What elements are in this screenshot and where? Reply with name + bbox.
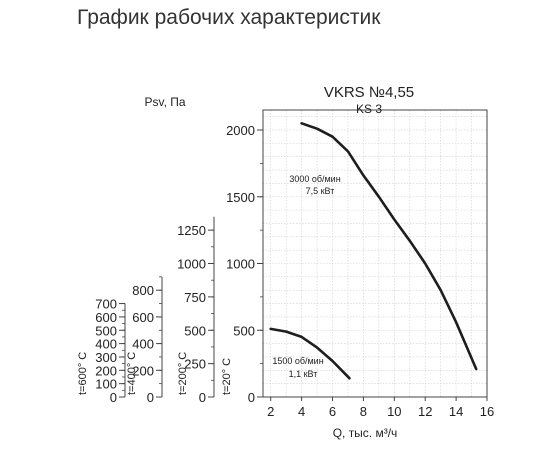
x-tick-label: 8: [360, 404, 367, 419]
series-label: 1500 об/мин: [272, 356, 323, 366]
y-tick-label: 1500: [226, 190, 255, 205]
temperature-label: t=20° C: [221, 358, 233, 395]
grid: [263, 110, 488, 397]
labels: 2 4 6 8 10 12 14 160100200300400500600700t=600°…: [77, 84, 494, 440]
extra-axis-tick-label: 400: [132, 337, 154, 352]
x-tick-label: 16: [480, 404, 494, 419]
temperature-label: t=200° C: [177, 352, 189, 395]
extra-axis-tick-label: 750: [184, 290, 206, 305]
x-tick-label: 14: [449, 404, 463, 419]
series-sublabel: 7,5 кВт: [306, 186, 335, 196]
extra-axis-tick-label: 800: [132, 283, 154, 298]
extra-axis-tick-label: 250: [184, 357, 206, 372]
x-axis-label: Q, тыс. м³/ч: [333, 426, 398, 440]
chart-subtitle: KS 3: [356, 102, 382, 116]
x-tick-label: 4: [298, 404, 305, 419]
extra-axis-tick-label: 400: [95, 337, 117, 352]
extra-axis-tick-label: 200: [132, 363, 154, 378]
y-axis-label: Psv, Па: [144, 95, 185, 109]
chart-title: VKRS №4,55: [324, 84, 414, 101]
axes: [119, 110, 488, 401]
extra-axis-tick-label: 1250: [177, 223, 206, 238]
y-tick-label: 2000: [226, 123, 255, 138]
x-tick-label: 12: [418, 404, 432, 419]
extra-axis-tick-label: 600: [95, 310, 117, 325]
plot-frame: [262, 109, 488, 398]
extra-axis-tick-label: 100: [95, 377, 117, 392]
series-line-3000: [300, 122, 478, 371]
x-tick-label: 6: [329, 404, 336, 419]
series-sublabel: 1,1 кВт: [289, 369, 318, 379]
y-tick-label: 1000: [226, 257, 255, 272]
extra-axis-tick-label: 700: [95, 297, 117, 312]
x-tick-label: 2: [267, 404, 274, 419]
extra-axis-tick-label: 300: [95, 350, 117, 365]
extra-axis-tick-label: 0: [147, 390, 154, 405]
extra-axis-tick-label: 0: [110, 390, 117, 405]
extra-axis-tick-label: 500: [184, 323, 206, 338]
plot-border: [262, 109, 488, 398]
y-tick-label: 0: [248, 390, 255, 405]
extra-axis-tick-label: 500: [95, 323, 117, 338]
extra-axis-tick-label: 200: [95, 363, 117, 378]
temperature-label: t=400° C: [126, 352, 138, 395]
series-label: 3000 об/мин: [289, 174, 340, 184]
series-line-1500: [269, 327, 351, 380]
series-layer: [269, 122, 478, 380]
x-tick-label: 10: [387, 404, 401, 419]
page-title: График рабочих характеристик: [77, 6, 381, 29]
extra-axis-tick-label: 600: [132, 310, 154, 325]
temperature-label: t=600° C: [77, 352, 89, 395]
y-tick-label: 500: [233, 323, 255, 338]
extra-axis-tick-label: 1000: [177, 257, 206, 272]
extra-axis-tick-label: 0: [199, 390, 206, 405]
